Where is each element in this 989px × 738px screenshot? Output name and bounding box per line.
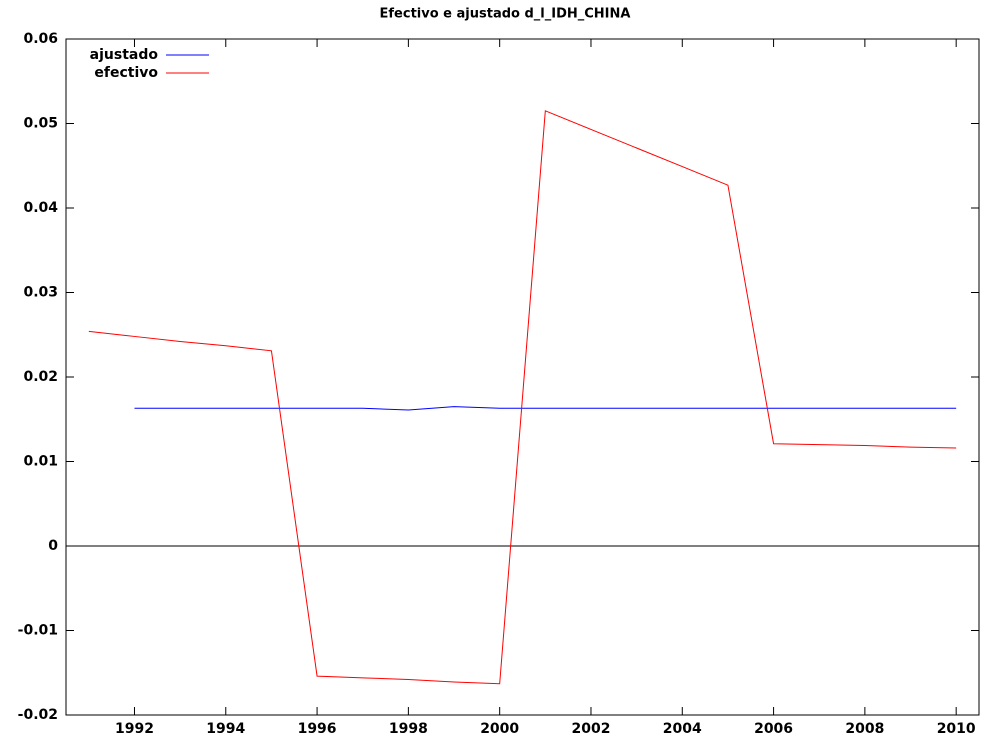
x-tick-label: 2004	[663, 721, 702, 737]
x-tick-label: 1996	[298, 721, 337, 737]
series-line	[88, 110, 957, 685]
x-tick-label: 2010	[937, 721, 976, 737]
y-tick-label: 0.06	[23, 31, 58, 47]
x-tick-label: 2002	[571, 721, 610, 737]
x-tick-label: 2008	[845, 721, 884, 737]
legend-label: ajustado	[90, 47, 159, 63]
y-tick-label: 0.05	[23, 116, 58, 132]
x-tick-label: 2006	[754, 721, 793, 737]
y-tick-label: 0.04	[23, 200, 58, 216]
y-tick-label: 0.02	[23, 369, 58, 385]
y-tick-label: 0	[48, 538, 58, 554]
x-tick-label: 1994	[206, 721, 245, 737]
x-tick-label: 2000	[480, 721, 519, 737]
y-tick-label: 0.01	[23, 454, 58, 470]
plot-frame	[65, 38, 980, 716]
chart-title: Efectivo e ajustado d_l_IDH_CHINA	[380, 7, 631, 22]
y-tick-label: -0.02	[18, 707, 58, 723]
series-line	[134, 406, 957, 411]
legend-label: efectivo	[94, 65, 158, 81]
y-tick-label: -0.01	[18, 623, 58, 639]
y-tick-label: 0.03	[23, 285, 58, 301]
x-tick-label: 1992	[115, 721, 154, 737]
x-tick-label: 1998	[389, 721, 428, 737]
